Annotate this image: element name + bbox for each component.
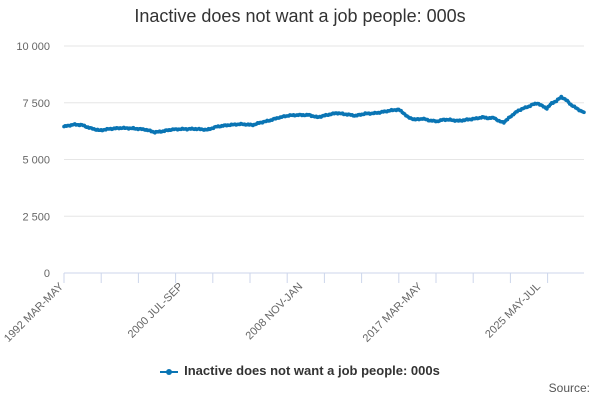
x-tick-label: 2000 JUL-SEP: [126, 281, 186, 341]
legend-dot: [166, 368, 173, 375]
y-tick-label: 5 000: [22, 155, 50, 167]
data-point: [582, 110, 586, 115]
y-tick-label: 7 500: [22, 98, 50, 110]
legend[interactable]: Inactive does not want a job people: 000…: [0, 363, 600, 378]
legend-swatch: [160, 367, 179, 377]
series-layer: [62, 94, 586, 135]
y-tick-label: 2 500: [22, 211, 50, 223]
x-tick-label: 2025 MAY-JUL: [483, 281, 543, 341]
y-tick-label: 10 000: [16, 41, 50, 53]
y-tick-label: 0: [44, 268, 50, 280]
x-axis: 1992 MAR-MAY 2000 JUL-SEP 2008 NOV-JAN 2017…: [2, 272, 584, 345]
chart-title: Inactive does not want a job people: 000…: [134, 6, 466, 26]
x-tick-label: 1992 MAR-MAY: [2, 280, 67, 345]
legend-label: Inactive does not want a job people: 000…: [184, 363, 440, 378]
source-label: Source:: [548, 381, 590, 395]
x-tick-label: 2017 MAR-MAY: [361, 280, 426, 345]
y-axis: 0 2 500 5 000 7 500 10 000: [16, 41, 50, 280]
grid-lines: [64, 45, 584, 217]
x-tick-label: 2008 NOV-JAN: [244, 281, 306, 343]
